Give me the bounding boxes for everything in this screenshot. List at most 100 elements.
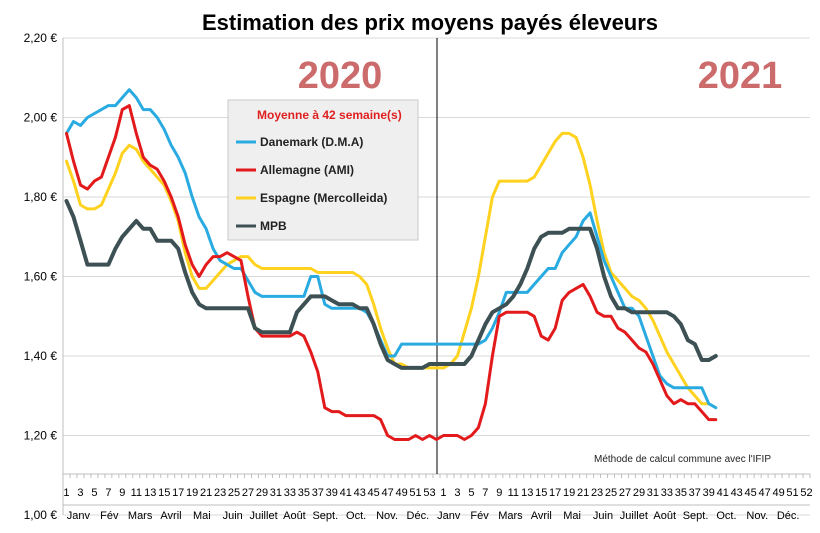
y-tick-label: 2,00 € <box>24 111 58 125</box>
legend: Moyenne à 42 semaine(s) Danemark (D.M.A)… <box>227 99 419 241</box>
x-week-label: 29 <box>633 487 645 499</box>
y-tick-label: 1,80 € <box>24 190 58 204</box>
x-week-label: 37 <box>312 487 324 499</box>
year-label-2020: 2020 <box>298 55 383 97</box>
x-week-label: 21 <box>577 487 589 499</box>
x-week-label: 45 <box>368 487 380 499</box>
x-week-label: 1 <box>63 487 69 499</box>
x-week-label: 39 <box>326 487 338 499</box>
x-week-label: 33 <box>284 487 296 499</box>
x-week-label: 23 <box>214 487 226 499</box>
x-week-label: 27 <box>242 487 254 499</box>
x-week-label: 39 <box>703 487 715 499</box>
x-week-label: 17 <box>172 487 184 499</box>
legend-title: Moyenne à 42 semaine(s) <box>257 108 402 122</box>
x-week-label: 17 <box>549 487 561 499</box>
month-label: Juillet <box>250 510 278 522</box>
y-tick-label: 1,00 € <box>24 508 58 522</box>
x-week-label: 21 <box>200 487 212 499</box>
month-label: Sept. <box>312 510 338 522</box>
x-week-label: 31 <box>647 487 659 499</box>
x-week-label: 41 <box>340 487 352 499</box>
x-week-label: 35 <box>675 487 687 499</box>
x-week-label: 5 <box>91 487 97 499</box>
x-week-label: 43 <box>731 487 743 499</box>
x-week-label: 3 <box>77 487 83 499</box>
x-week-label: 51 <box>786 487 798 499</box>
x-week-label: 11 <box>131 487 142 499</box>
year-label-2021: 2021 <box>698 55 783 97</box>
x-week-label: 52 <box>800 487 812 499</box>
x-week-label: 47 <box>382 487 394 499</box>
y-tick-label: 1,20 € <box>24 429 58 443</box>
x-week-label: 43 <box>354 487 366 499</box>
x-week-label: 35 <box>298 487 310 499</box>
month-label: Fév <box>100 510 119 522</box>
month-label: Fév <box>470 510 489 522</box>
x-week-label: 5 <box>468 487 474 499</box>
y-tick-label: 1,40 € <box>24 349 58 363</box>
x-week-label: 25 <box>605 487 617 499</box>
month-label: Déc. <box>407 510 430 522</box>
x-week-label: 7 <box>105 487 111 499</box>
x-axis-month-labels: Janv Fév Mars Avril Mai Juin Juillet Août Sept. O… <box>67 510 800 522</box>
month-label: Oct. <box>716 510 736 522</box>
month-label: Avril <box>160 510 181 522</box>
month-label: Juin <box>593 510 613 522</box>
legend-entry: MPB <box>260 219 287 233</box>
x-week-label: 11 <box>508 487 519 499</box>
x-week-label: 9 <box>119 487 125 499</box>
legend-entry: Espagne (Mercolleida) <box>260 191 387 205</box>
month-label: Sept. <box>683 510 709 522</box>
series-line-3 <box>64 199 718 370</box>
series-line-1 <box>65 104 718 441</box>
x-week-label: 29 <box>256 487 268 499</box>
x-week-label: 23 <box>591 487 603 499</box>
x-week-label: 15 <box>535 487 547 499</box>
series-line-0 <box>65 88 718 410</box>
month-label: Août <box>283 510 306 522</box>
month-label: Mars <box>498 510 523 522</box>
month-label: Mars <box>128 510 153 522</box>
x-week-label: 25 <box>228 487 240 499</box>
x-week-label: 3 <box>454 487 460 499</box>
month-label: Août <box>653 510 676 522</box>
x-week-label: 7 <box>482 487 488 499</box>
x-week-label: 31 <box>270 487 282 499</box>
legend-entry: Danemark (D.M.A) <box>260 135 363 149</box>
month-label: Janv <box>67 510 91 522</box>
legend-box <box>227 99 419 241</box>
y-tick-label: 2,20 € <box>24 31 58 45</box>
month-label: Mai <box>193 510 211 522</box>
x-week-label: 45 <box>745 487 757 499</box>
y-axis-ticks: 1,00 € 1,20 € 1,40 € 1,60 € 1,80 € 2,00 € 2,20… <box>24 31 58 522</box>
x-week-label: 13 <box>521 487 533 499</box>
month-label: Juin <box>223 510 243 522</box>
month-label: Déc. <box>777 510 800 522</box>
y-tick-label: 1,60 € <box>24 270 58 284</box>
month-label: Mai <box>563 510 581 522</box>
month-label: Nov. <box>376 510 398 522</box>
x-week-label: 53 <box>423 487 435 499</box>
x-week-label: 41 <box>717 487 729 499</box>
month-label: Nov. <box>746 510 768 522</box>
series-lines <box>64 88 718 441</box>
x-week-label: 13 <box>144 487 156 499</box>
month-label: Juillet <box>620 510 648 522</box>
x-week-label: 37 <box>689 487 701 499</box>
x-week-label: 33 <box>661 487 673 499</box>
x-week-label: 19 <box>186 487 198 499</box>
x-week-label: 27 <box>619 487 631 499</box>
month-label: Oct. <box>346 510 366 522</box>
x-week-label: 15 <box>158 487 170 499</box>
x-week-label: 49 <box>772 487 784 499</box>
x-week-label: 19 <box>563 487 575 499</box>
month-label: Janv <box>437 510 461 522</box>
x-week-label: 47 <box>758 487 770 499</box>
x-week-label: 1 <box>440 487 446 499</box>
x-week-label: 9 <box>496 487 502 499</box>
legend-entry: Allemagne (AMI) <box>260 163 354 177</box>
x-axis-week-ticks: 1 3 5 7 9 11 13 15 17 19 21 23 25 27 29 31 33 35 37 39 41 43 4… <box>63 487 812 499</box>
x-week-label: 51 <box>409 487 421 499</box>
x-week-label: 49 <box>395 487 407 499</box>
